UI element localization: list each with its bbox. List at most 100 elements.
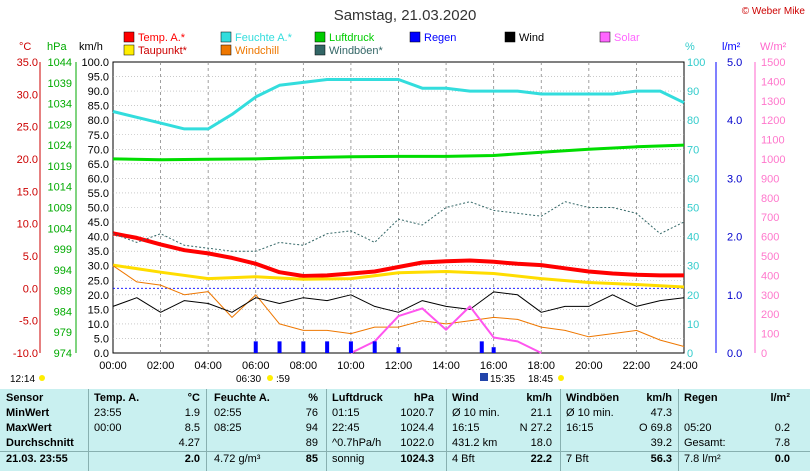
table-cell: 08:25 (214, 422, 242, 434)
wind-tick-label: 10.0 (88, 319, 109, 331)
table-cell: 4.27 (178, 437, 200, 449)
solar-unit-label: W/m² (760, 41, 787, 53)
wind-tick-label: 55.0 (88, 188, 109, 200)
time-tick-label: 04:00 (194, 360, 222, 372)
legend-label: Windböen* (329, 45, 384, 57)
table-cell: 1024.3 (400, 453, 434, 465)
table-cell: 1022.0 (400, 437, 434, 449)
wind-tick-label: 20.0 (88, 290, 109, 302)
pressure-tick-label: 1014 (48, 182, 72, 194)
series-line (350, 305, 542, 354)
table-cell: 2.0 (184, 453, 200, 465)
wind-tick-label: 65.0 (88, 159, 109, 171)
table-cell: 0.2 (774, 422, 790, 434)
humidity-unit-label: % (685, 41, 695, 53)
solar-tick-label: 1400 (761, 76, 785, 88)
pressure-tick-label: 1019 (48, 161, 72, 173)
legend-label: Taupunkt* (138, 45, 188, 57)
table-row-label: Durchschnitt (6, 437, 74, 449)
wind-tick-label: 0.0 (94, 348, 109, 360)
wind-tick-label: 15.0 (88, 304, 109, 316)
rain-tick-label: 2.0 (727, 232, 742, 244)
time-tick-label: 24:00 (670, 360, 698, 372)
solar-tick-label: 800 (761, 193, 779, 205)
time-tick-label: 12:00 (385, 360, 413, 372)
time-tick-label: 02:00 (147, 360, 175, 372)
table-cell: 89 (305, 437, 318, 449)
time-tick-label: 20:00 (575, 360, 603, 372)
pressure-tick-label: 1029 (48, 119, 72, 131)
legend-swatch (314, 44, 326, 56)
humidity-tick-label: 80 (687, 115, 699, 127)
pressure-tick-label: 1039 (48, 78, 72, 90)
stats-table: Sensor Temp. A. °C Feuchte A.% Luftdruck hPa W… (0, 389, 810, 471)
table-cell: Gesamt: (684, 437, 726, 449)
wind-tick-label: 50.0 (88, 203, 109, 215)
temp-tick-label: 25.0 (17, 122, 38, 134)
pressure-tick-label: 984 (54, 306, 72, 318)
moon-icon (480, 373, 488, 381)
time-tick-label: 08:00 (290, 360, 318, 372)
temp-tick-label: 5.0 (23, 251, 38, 263)
wind-tick-label: 35.0 (88, 246, 109, 258)
table-cell: 02:55 (214, 407, 242, 419)
solar-tick-label: 1300 (761, 96, 785, 108)
table-cell: 47.3 (650, 407, 672, 419)
table-cell: 01:15 (332, 407, 360, 419)
table-cell: Ø 10 min. (452, 407, 500, 419)
temp-tick-label: -10.0 (13, 348, 38, 360)
sun-icon (39, 375, 45, 381)
table-header-cell: hPa (413, 392, 434, 404)
solar-tick-label: 1000 (761, 154, 785, 166)
series-line (112, 231, 684, 278)
legend-swatch (220, 31, 232, 43)
legend-label: Feuchte A.* (235, 32, 293, 44)
rain-tick-label: 5.0 (727, 57, 742, 69)
table-cell: 00:00 (94, 422, 122, 434)
time-left-label: 12:14 (10, 374, 35, 385)
table-cell: 16:15 (566, 422, 594, 434)
table-row-label: 21.03. 23:55 (6, 453, 68, 465)
legend-swatch (123, 44, 135, 56)
table-cell: 94 (305, 422, 318, 434)
rain-bar (325, 341, 330, 353)
table-cell: 22.2 (530, 453, 552, 465)
grid (113, 62, 684, 353)
solar-tick-label: 500 (761, 251, 779, 263)
rain-bar (348, 341, 353, 353)
table-cell: 7.8 (774, 437, 790, 449)
wind-unit-label: km/h (79, 41, 103, 53)
humidity-tick-label: 0 (687, 348, 693, 360)
table-header-cell: Windböen (566, 392, 620, 404)
table-cell: 4.72 g/m³ (214, 453, 261, 465)
table-header-cell: Wind (452, 392, 479, 404)
sunrise-icon (267, 375, 273, 381)
time-tick-label: 10:00 (337, 360, 365, 372)
legend-swatch (599, 31, 611, 43)
pressure-tick-label: 999 (54, 244, 72, 256)
wind-tick-label: 90.0 (88, 86, 109, 98)
humidity-tick-label: 60 (687, 173, 699, 185)
table-cell: 1020.7 (400, 407, 434, 419)
temp-unit-label: °C (19, 41, 31, 53)
time-tick-label: 00:00 (99, 360, 127, 372)
humidity-tick-label: 50 (687, 203, 699, 215)
series-line (112, 291, 685, 313)
time-tick-label: 22:00 (623, 360, 651, 372)
pressure-tick-label: 974 (54, 348, 72, 360)
temp-tick-label: 35.0 (17, 57, 38, 69)
table-cell: 22:45 (332, 422, 360, 434)
rain-tick-label: 0.0 (727, 348, 742, 360)
legend-label: Solar (614, 32, 640, 44)
rain-bar (253, 341, 258, 353)
temp-tick-label: 10.0 (17, 219, 38, 231)
solar-tick-label: 1100 (761, 135, 785, 147)
table-cell: 05:20 (684, 422, 712, 434)
table-cell: N 27.2 (519, 422, 552, 434)
legend-swatch (409, 31, 421, 43)
chart-title: Samstag, 21.03.2020 (334, 7, 477, 24)
solar-tick-label: 1200 (761, 115, 785, 127)
table-cell: 1024.4 (400, 422, 434, 434)
table-column-divider (678, 389, 679, 471)
legend-swatch (220, 44, 232, 56)
